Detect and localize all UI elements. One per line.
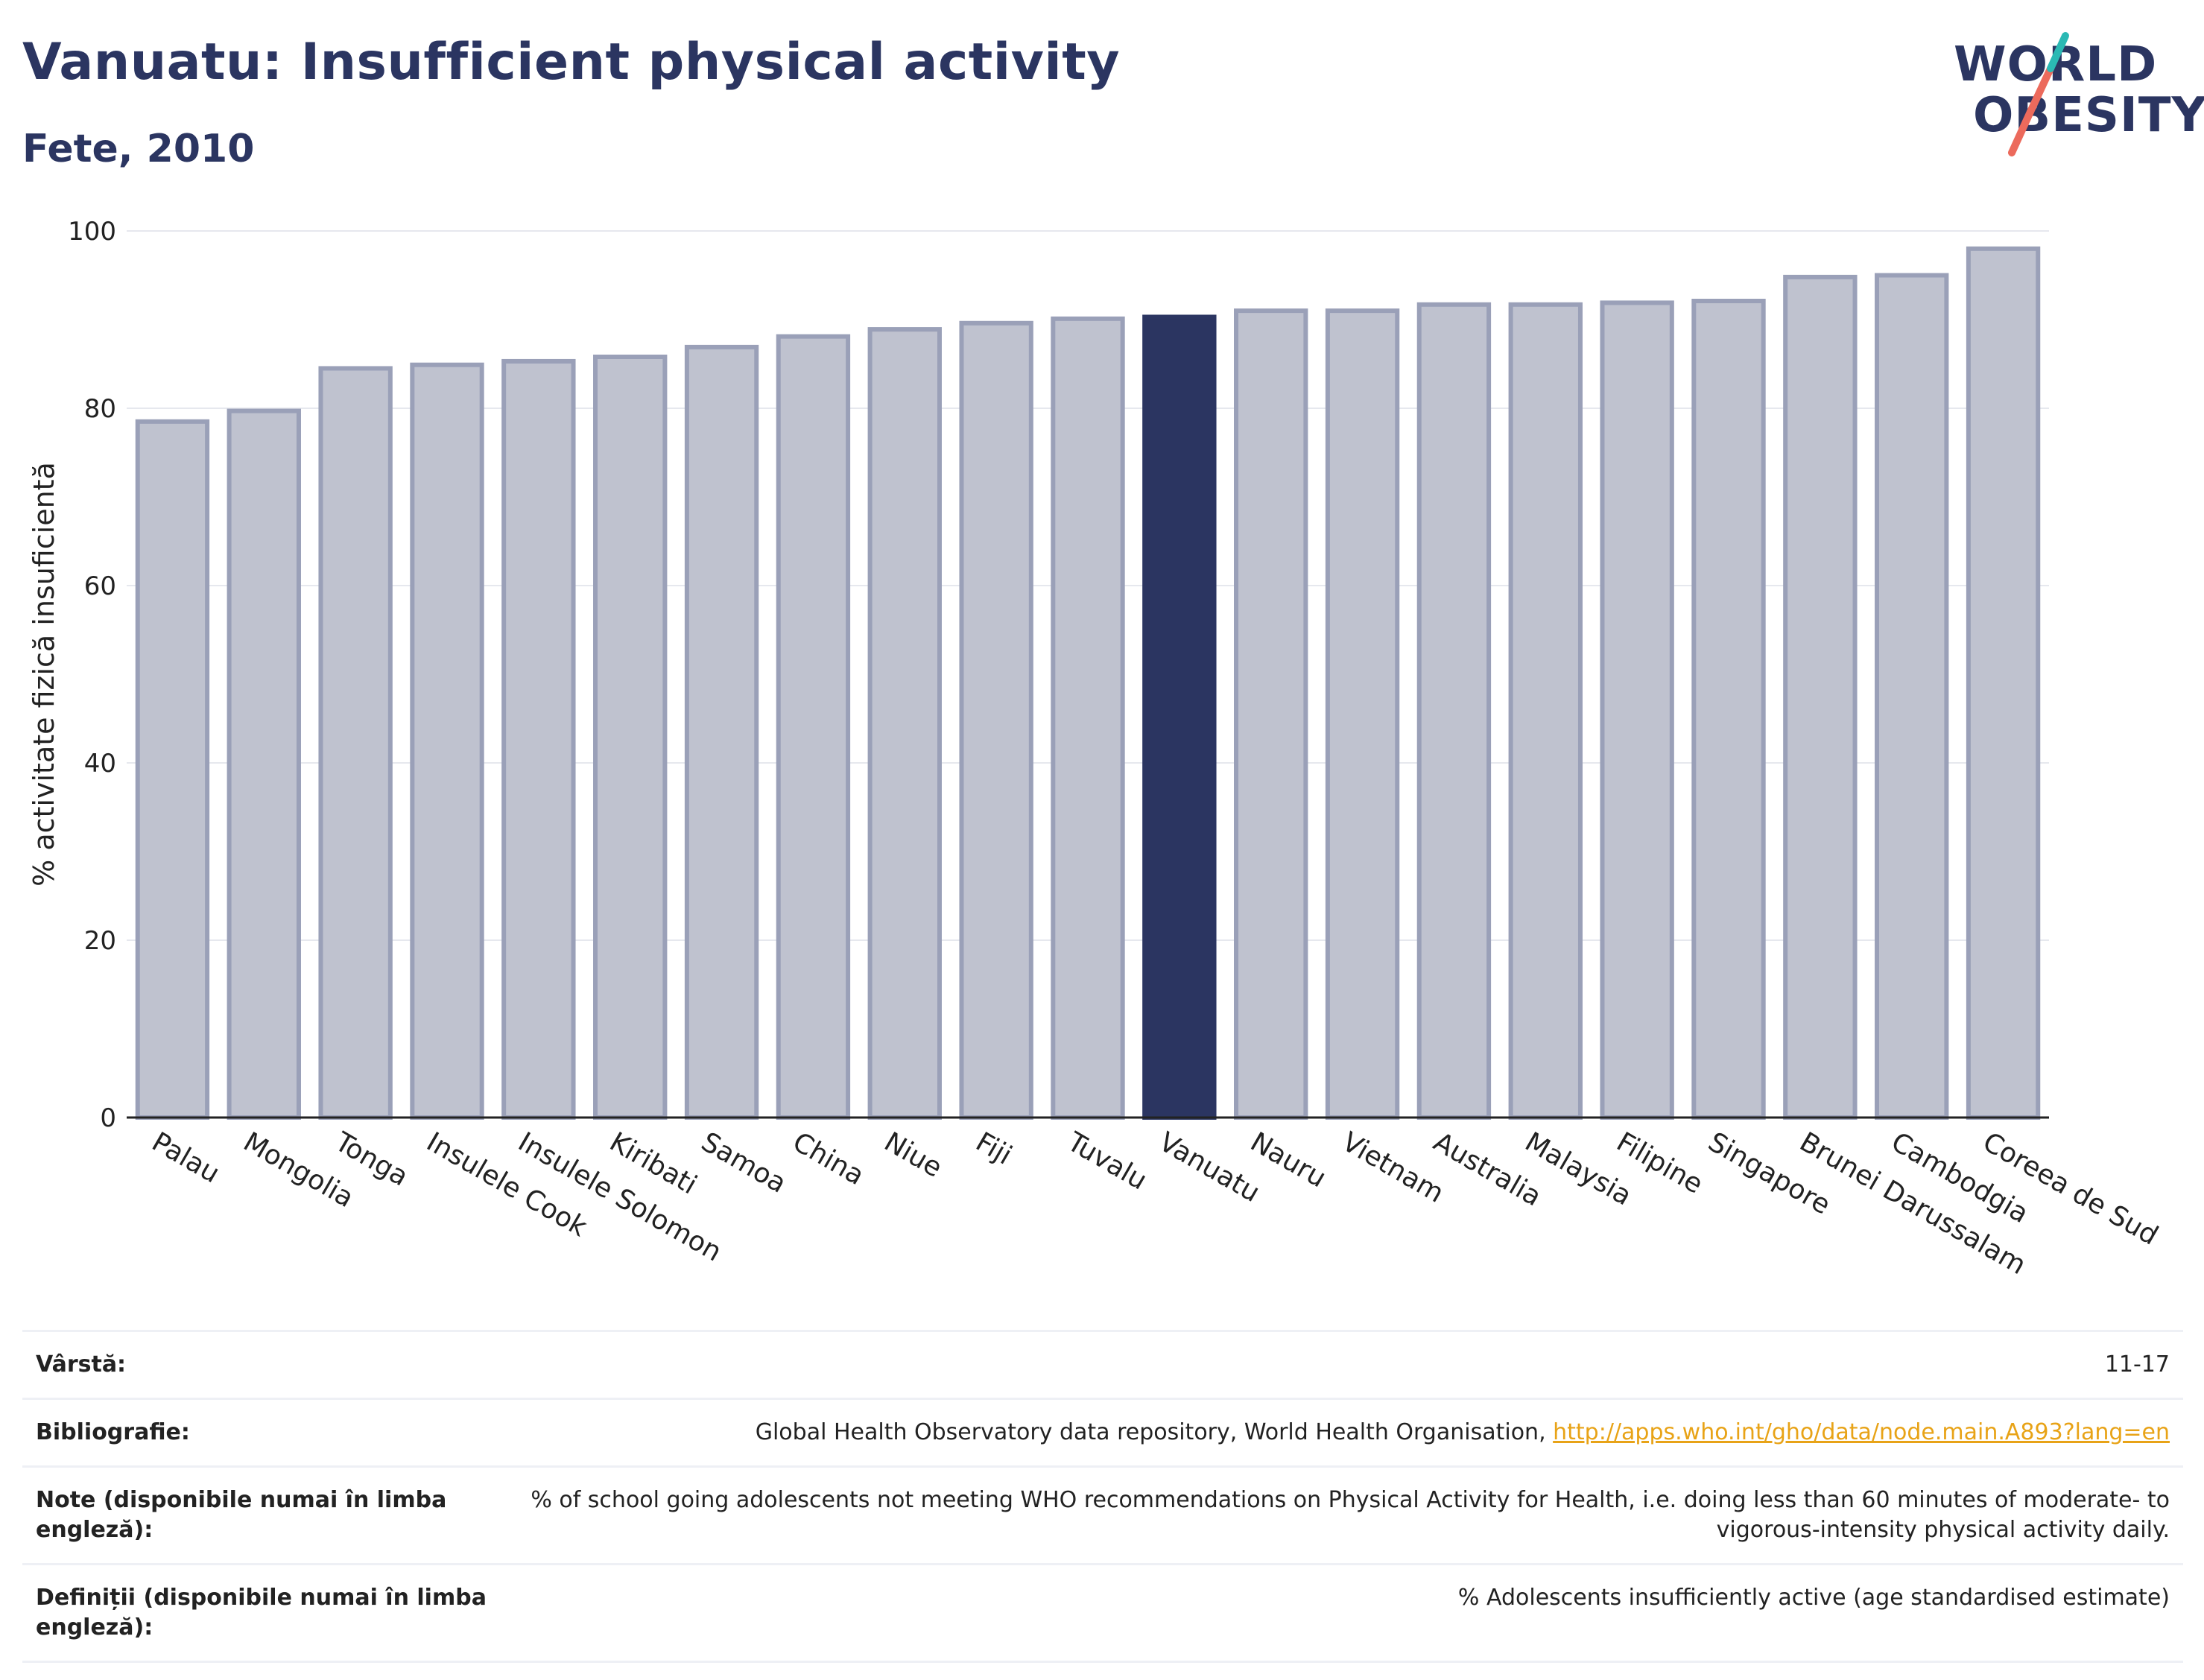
bar[interactable] — [1142, 314, 1217, 1120]
bar[interactable] — [1783, 274, 1858, 1120]
world-obesity-logo[interactable]: WORLD OBESITY — [1937, 22, 2204, 156]
category-label: Palau — [147, 1126, 225, 1189]
bar[interactable] — [1416, 302, 1492, 1120]
bar[interactable] — [501, 358, 576, 1120]
y-axis-title: % activitate fizică insuficientă — [28, 462, 60, 887]
info-row-notes: Note (disponibile numai în limba engleză… — [22, 1465, 2183, 1563]
info-value: Global Health Observatory data repositor… — [513, 1418, 2170, 1448]
category-label: Samoa — [696, 1126, 791, 1199]
bar[interactable] — [867, 327, 942, 1120]
category-label: Vanuatu — [1153, 1126, 1264, 1208]
logo-slash-icon — [2008, 32, 2069, 156]
y-tick-label: 80 — [84, 394, 116, 424]
bars — [135, 246, 2041, 1120]
bibliography-text: Global Health Observatory data repositor… — [755, 1419, 1554, 1445]
y-tick-label: 60 — [84, 571, 116, 601]
logo-word-obesity: OBESITY — [1973, 88, 2204, 143]
y-tick-label: 40 — [84, 749, 116, 779]
y-tick-label: 20 — [84, 926, 116, 956]
bar[interactable] — [1966, 246, 2041, 1120]
page-subtitle: Fete, 2010 — [22, 127, 255, 171]
bar[interactable] — [1234, 308, 1308, 1120]
bar[interactable] — [1691, 299, 1766, 1120]
bar[interactable] — [227, 408, 301, 1120]
bar[interactable] — [1875, 273, 1949, 1120]
bar[interactable] — [959, 320, 1033, 1120]
category-label: Vietnam — [1337, 1126, 1448, 1209]
y-tick-label: 100 — [68, 217, 116, 247]
bar[interactable] — [1051, 316, 1125, 1120]
info-key: Vârstă: — [36, 1351, 127, 1378]
info-value: % of school going adolescents not meetin… — [531, 1487, 2170, 1543]
info-row-age: Vârstă: 11-17 — [22, 1330, 2183, 1398]
info-key: Definiții (disponibile numai în limba en… — [36, 1585, 487, 1641]
bar[interactable] — [684, 344, 759, 1120]
bar[interactable] — [1325, 308, 1400, 1120]
y-tick-labels: 0 20 40 60 80 100 — [68, 217, 116, 1133]
y-tick-label: 0 — [100, 1103, 116, 1133]
category-label: China — [788, 1126, 870, 1191]
bar[interactable] — [1508, 302, 1583, 1120]
bar[interactable] — [410, 362, 484, 1120]
source-link[interactable]: http://apps.who.int/gho/data/node.main.A… — [1553, 1419, 2170, 1445]
category-label: Tuvalu — [1062, 1126, 1152, 1196]
category-label: Insulele Cook — [422, 1126, 592, 1243]
info-value: 11-17 — [2104, 1351, 2170, 1378]
bar[interactable] — [318, 366, 393, 1120]
bar[interactable] — [776, 334, 851, 1120]
bar[interactable] — [135, 419, 210, 1120]
category-label: Fiji — [971, 1126, 1017, 1171]
bar[interactable] — [1600, 300, 1674, 1120]
info-row-definitions: Definiții (disponibile numai în limba en… — [22, 1563, 2183, 1663]
info-table: Vârstă: 11-17 Bibliografie: Global Healt… — [22, 1330, 2183, 1663]
bar[interactable] — [593, 354, 668, 1120]
info-key: Note (disponibile numai în limba engleză… — [36, 1487, 447, 1543]
info-value: % Adolescents insufficiently active (age… — [1457, 1585, 2170, 1611]
info-key: Bibliografie: — [36, 1419, 190, 1445]
category-label: Niue — [879, 1126, 947, 1183]
info-row-bibliography: Bibliografie: Global Health Observatory … — [22, 1398, 2183, 1465]
page-title: Vanuatu: Insufficient physical activity — [22, 33, 1121, 92]
